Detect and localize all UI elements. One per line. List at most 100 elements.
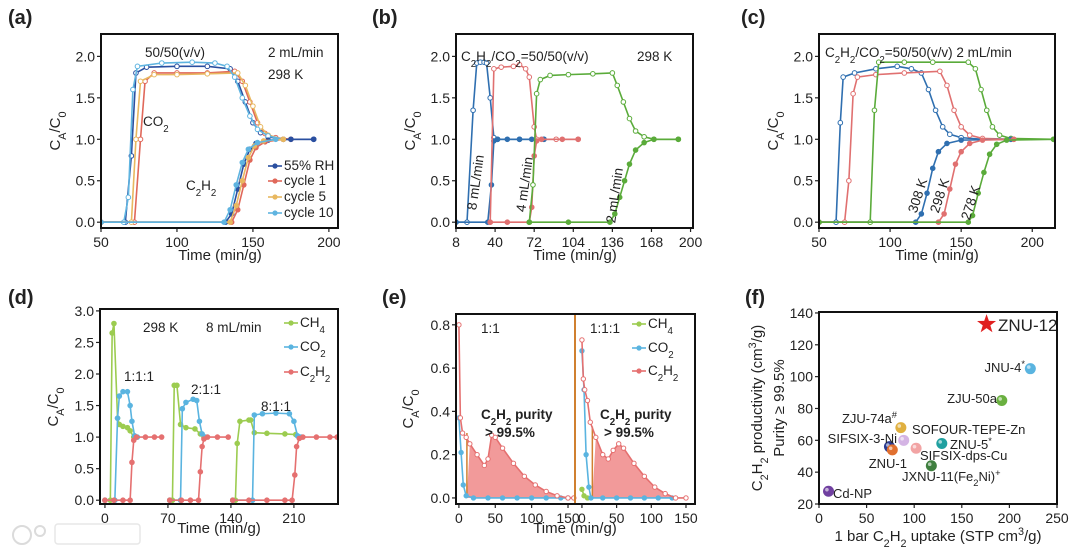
marker-highlight <box>927 462 932 466</box>
data-point <box>259 410 266 417</box>
plot-area <box>102 320 338 504</box>
data-point <box>127 402 133 409</box>
annotation: C2H2 <box>186 178 216 199</box>
data-point <box>918 211 925 217</box>
data-point <box>605 456 611 462</box>
data-point <box>245 154 252 161</box>
y-tick-label: 60 <box>797 432 813 448</box>
data-point <box>683 495 689 501</box>
data-point <box>641 139 647 146</box>
data-point <box>516 61 523 68</box>
data-point <box>547 72 553 79</box>
data-point <box>986 151 993 158</box>
series-1-1-1-c2h2 <box>102 434 165 504</box>
x-tick-label: 150 <box>241 234 265 250</box>
data-point <box>251 412 258 418</box>
data-point <box>199 431 205 437</box>
data-point <box>958 124 964 130</box>
legend-item: C2H2 <box>284 364 330 385</box>
circle-marker <box>898 434 910 446</box>
annotation: 2 mL/min <box>603 167 626 224</box>
data-point <box>231 74 238 80</box>
data-point <box>286 410 293 417</box>
data-point <box>273 410 279 416</box>
data-point <box>127 497 133 504</box>
data-point <box>111 320 117 327</box>
data-point <box>229 497 236 504</box>
data-point <box>528 495 535 501</box>
data-point <box>522 66 529 72</box>
data-point <box>227 206 233 213</box>
data-point <box>463 493 469 499</box>
data-point <box>158 434 165 440</box>
marker-highlight <box>825 487 829 492</box>
data-point <box>532 482 538 488</box>
data-point <box>946 186 953 192</box>
data-point <box>951 107 957 114</box>
data-point <box>837 119 844 126</box>
scatter-point: SIFSIX-dps-Cu <box>910 442 1007 463</box>
x-axis-label: Time (min/g) <box>895 247 979 264</box>
series-278-k-c2h2 <box>819 136 1055 225</box>
series-8-1-1-co2 <box>229 410 304 504</box>
data-point <box>593 434 599 441</box>
annotation: C2H2/CO2=50/50(v/v) 2 mL/min <box>825 45 1012 66</box>
scatter-point: JXNU-11(Fe2Ni)+ <box>902 460 1001 488</box>
watermark-text-block <box>54 523 141 545</box>
marker-highlight <box>888 446 893 451</box>
data-point <box>467 441 473 447</box>
data-point <box>631 460 637 467</box>
purity-value: > 99.5% <box>485 425 535 440</box>
data-point <box>616 194 623 201</box>
data-point <box>538 136 545 143</box>
data-point <box>554 493 560 499</box>
data-point <box>246 497 252 504</box>
data-point <box>120 497 126 504</box>
series-line <box>169 398 207 502</box>
data-point <box>492 434 498 441</box>
plot-area <box>456 322 689 501</box>
data-point <box>590 70 596 77</box>
purity-area <box>592 437 686 498</box>
y-tick-label: 0.0 <box>76 214 96 230</box>
data-point <box>214 434 221 440</box>
point-label: JXNU-11(Fe2Ni)+ <box>902 468 1001 488</box>
data-point <box>134 63 141 70</box>
data-point <box>481 462 488 469</box>
legend-marker <box>272 194 278 200</box>
data-point <box>935 148 942 155</box>
data-point <box>137 136 144 143</box>
data-point <box>288 136 294 143</box>
data-point <box>582 387 588 393</box>
series-line <box>232 412 302 502</box>
annotation: 8 mL/min <box>206 320 262 335</box>
data-point <box>221 219 227 225</box>
legend-label: cycle 1 <box>284 173 326 188</box>
y-tick-label: 140 <box>790 305 814 321</box>
data-point <box>137 78 144 85</box>
y-tick-label: 0.6 <box>431 360 451 376</box>
ratio-label: 1:1 <box>481 321 500 336</box>
data-point <box>293 443 300 450</box>
annotation: 298 K <box>637 49 672 64</box>
annotation: 2 mL/min <box>268 45 324 60</box>
y-tick-label: 1.5 <box>431 90 451 106</box>
legend-marker <box>288 344 294 350</box>
circle-marker <box>996 395 1008 407</box>
x-tick-label: 70 <box>160 510 176 526</box>
legend-label: 55% RH <box>284 158 334 173</box>
marker-highlight <box>1026 365 1031 369</box>
plot-frame <box>818 33 1056 229</box>
scatter-point: Cd-NP <box>823 485 872 501</box>
data-point <box>651 136 657 143</box>
data-point <box>166 497 173 504</box>
x-tick-label: 200 <box>317 234 341 250</box>
data-point <box>944 82 950 89</box>
data-point <box>459 430 466 436</box>
data-point <box>840 74 846 80</box>
series-1-1-1-co2 <box>102 388 141 504</box>
data-point <box>543 488 549 495</box>
data-point <box>607 219 613 225</box>
data-point <box>193 397 200 404</box>
y-tick-label: 1.5 <box>75 398 95 414</box>
